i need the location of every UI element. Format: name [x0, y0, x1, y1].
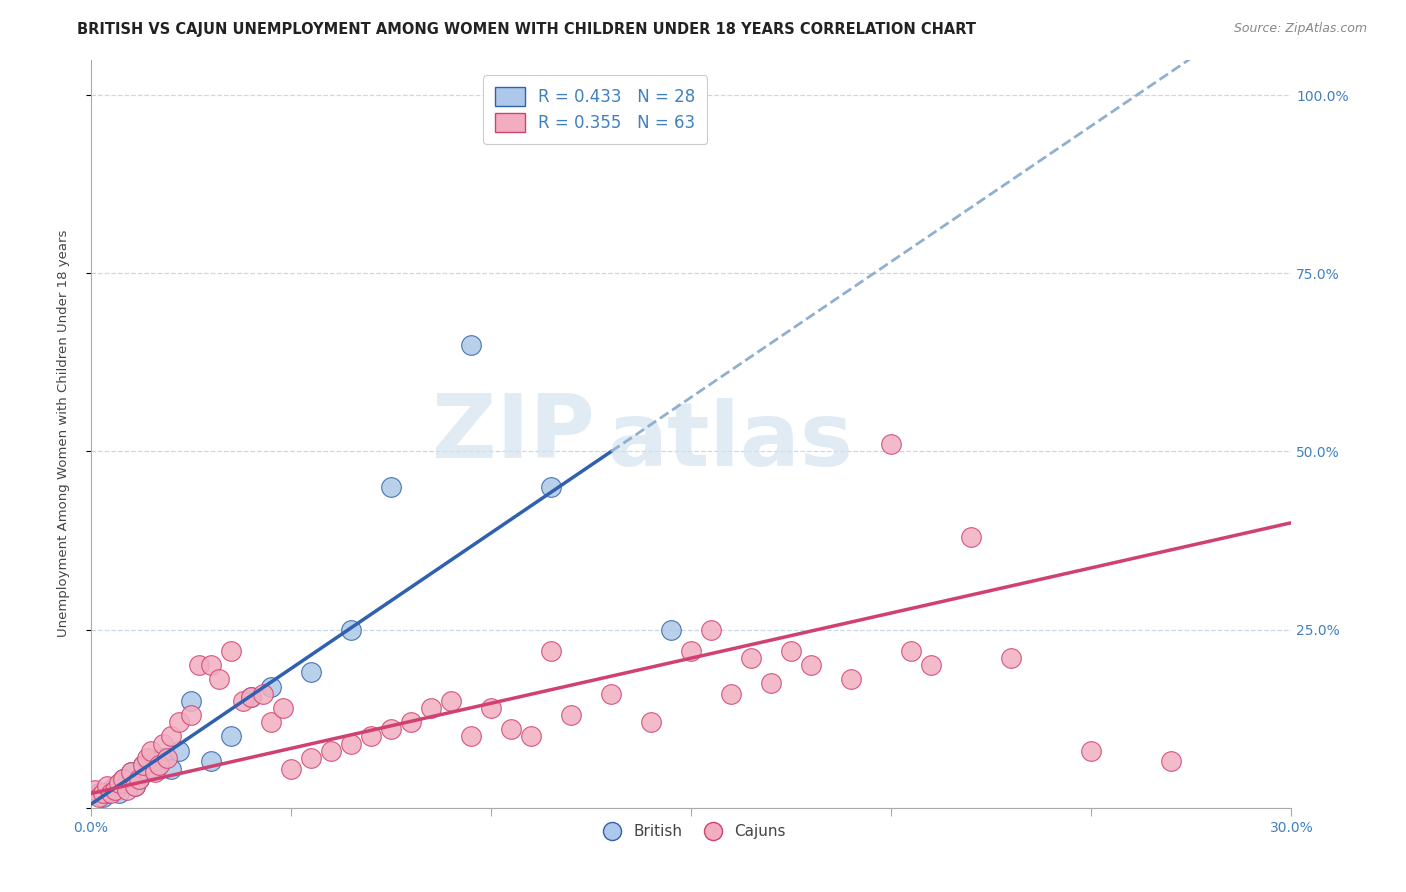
- Point: [1000, 651, 1022, 665]
- Point: [108, 776, 131, 790]
- Point: [720, 687, 742, 701]
- Text: ZIP: ZIP: [433, 390, 595, 477]
- Point: [180, 708, 202, 723]
- Point: [160, 730, 183, 744]
- Point: [87, 787, 110, 801]
- Point: [800, 658, 823, 673]
- Point: [188, 658, 211, 673]
- Point: [252, 687, 274, 701]
- Point: [115, 776, 138, 790]
- Point: [96, 780, 118, 794]
- Point: [100, 787, 122, 801]
- Point: [299, 751, 322, 765]
- Y-axis label: Unemployment Among Women with Children Under 18 years: Unemployment Among Women with Children U…: [58, 230, 70, 638]
- Point: [152, 737, 174, 751]
- Point: [148, 758, 170, 772]
- Point: [659, 623, 682, 637]
- Point: [111, 772, 134, 787]
- Point: [200, 755, 222, 769]
- Point: [839, 673, 862, 687]
- Point: [96, 787, 118, 801]
- Point: [120, 765, 142, 780]
- Point: [1160, 755, 1182, 769]
- Point: [156, 751, 179, 765]
- Point: [219, 644, 242, 658]
- Point: [1080, 744, 1102, 758]
- Point: [124, 780, 146, 794]
- Point: [960, 530, 983, 544]
- Point: [128, 772, 150, 787]
- Point: [124, 780, 146, 794]
- Point: [111, 772, 134, 787]
- Point: [600, 687, 623, 701]
- Point: [139, 762, 162, 776]
- Point: [160, 762, 183, 776]
- Point: [232, 694, 254, 708]
- Point: [479, 701, 502, 715]
- Point: [104, 783, 127, 797]
- Point: [87, 790, 110, 805]
- Point: [900, 644, 922, 658]
- Point: [540, 644, 562, 658]
- Point: [280, 762, 302, 776]
- Point: [84, 783, 107, 797]
- Point: [260, 715, 283, 730]
- Point: [460, 337, 482, 351]
- Point: [128, 772, 150, 787]
- Point: [240, 690, 263, 705]
- Point: [780, 644, 803, 658]
- Point: [920, 658, 942, 673]
- Point: [440, 694, 463, 708]
- Text: Source: ZipAtlas.com: Source: ZipAtlas.com: [1233, 22, 1367, 36]
- Text: BRITISH VS CAJUN UNEMPLOYMENT AMONG WOMEN WITH CHILDREN UNDER 18 YEARS CORRELATI: BRITISH VS CAJUN UNEMPLOYMENT AMONG WOME…: [77, 22, 976, 37]
- Point: [880, 437, 903, 451]
- Point: [91, 790, 114, 805]
- Point: [120, 765, 142, 780]
- Point: [143, 765, 166, 780]
- Point: [380, 723, 402, 737]
- Point: [136, 751, 159, 765]
- Point: [681, 644, 703, 658]
- Point: [319, 744, 342, 758]
- Point: [560, 708, 582, 723]
- Point: [240, 690, 263, 705]
- Point: [700, 623, 723, 637]
- Point: [167, 715, 190, 730]
- Point: [143, 755, 166, 769]
- Point: [132, 758, 155, 772]
- Point: [380, 480, 402, 494]
- Point: [271, 701, 294, 715]
- Point: [340, 623, 363, 637]
- Point: [167, 744, 190, 758]
- Point: [399, 715, 422, 730]
- Point: [108, 787, 131, 801]
- Point: [200, 658, 222, 673]
- Point: [139, 744, 162, 758]
- Point: [640, 715, 662, 730]
- Point: [91, 787, 114, 801]
- Point: [460, 730, 482, 744]
- Point: [761, 676, 783, 690]
- Point: [152, 751, 174, 765]
- Point: [132, 758, 155, 772]
- Point: [360, 730, 382, 744]
- Point: [340, 737, 363, 751]
- Point: [501, 723, 523, 737]
- Point: [420, 701, 443, 715]
- Point: [219, 730, 242, 744]
- Point: [100, 783, 122, 797]
- Point: [520, 730, 543, 744]
- Point: [180, 694, 202, 708]
- Point: [260, 680, 283, 694]
- Point: [104, 780, 127, 794]
- Point: [740, 651, 762, 665]
- Point: [208, 673, 231, 687]
- Point: [299, 665, 322, 680]
- Text: atlas: atlas: [607, 398, 853, 484]
- Legend: British, Cajuns: British, Cajuns: [591, 818, 792, 845]
- Point: [115, 783, 138, 797]
- Point: [540, 480, 562, 494]
